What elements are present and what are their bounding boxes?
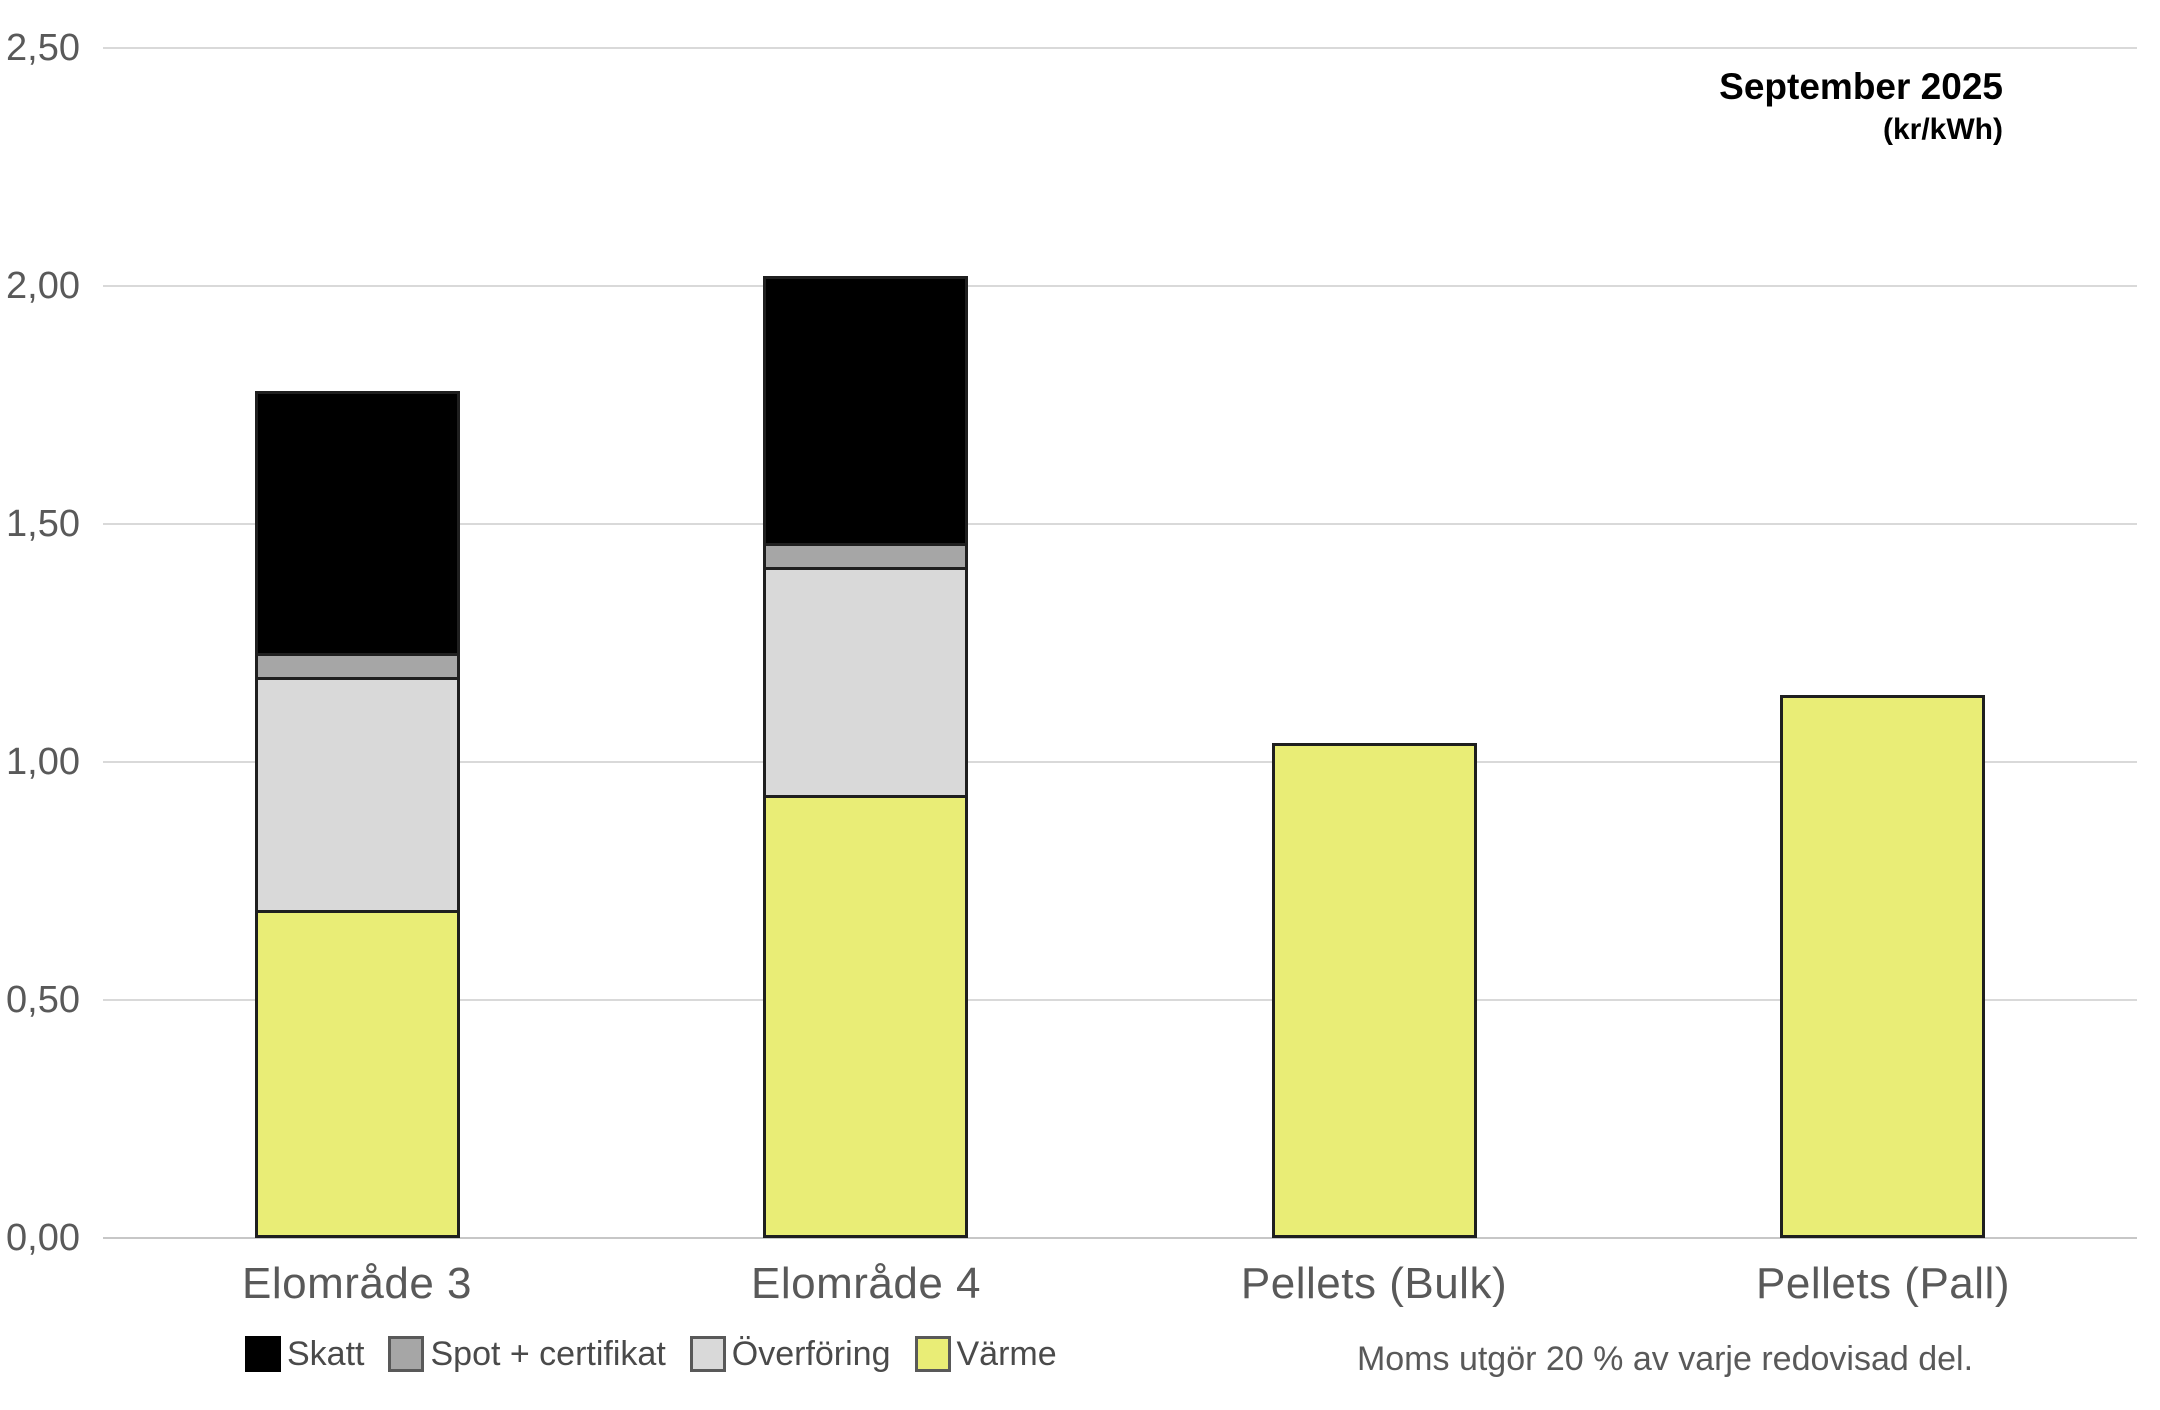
- category-label: Elområde 4: [750, 1259, 981, 1308]
- category-label: Elområde 3: [241, 1259, 472, 1308]
- y-tick-label: 2,50: [6, 27, 80, 69]
- legend-item-v-rme: Värme: [914, 1334, 1057, 1374]
- legend: Skatt Spot + certifikat Överföring Värme: [245, 1333, 1057, 1375]
- gridline: [103, 523, 2137, 525]
- gridline: [103, 47, 2137, 49]
- legend-item-spot-certifikat: Spot + certifikat: [388, 1334, 666, 1374]
- legend-swatch: [245, 1336, 281, 1372]
- y-tick-label: 2,00: [6, 265, 80, 307]
- legend-swatch: [914, 1336, 951, 1372]
- gridline: [103, 761, 2137, 763]
- segment-v-rme: [763, 795, 968, 1238]
- bar-elomr-de-3: [255, 391, 460, 1238]
- legend-label: Spot + certifikat: [430, 1334, 666, 1373]
- segment--verf-ring: [255, 677, 460, 913]
- segment-skatt: [255, 391, 460, 656]
- y-tick-label: 0,50: [6, 979, 80, 1021]
- vat-footnote: Moms utgör 20 % av varje redovisad del.: [1356, 1340, 1974, 1378]
- y-tick-label: 1,50: [6, 503, 80, 545]
- segment-skatt: [763, 276, 968, 546]
- x-axis-baseline: [103, 1237, 2137, 1239]
- legend-label: Överföring: [731, 1334, 891, 1373]
- category-label: Pellets (Bulk): [1240, 1259, 1508, 1308]
- segment-v-rme: [1272, 743, 1477, 1238]
- legend-item-skatt: Skatt: [245, 1335, 364, 1374]
- legend-item--verf-ring: Överföring: [689, 1334, 891, 1374]
- bar-elomr-de-4: [763, 276, 968, 1238]
- gridline: [103, 285, 2137, 287]
- segment--verf-ring: [763, 567, 968, 798]
- bar-pellets-pall-: [1780, 695, 1985, 1238]
- bar-pellets-bulk-: [1272, 743, 1477, 1238]
- segment-spot-certifikat: [255, 653, 460, 680]
- legend-swatch: [388, 1336, 425, 1372]
- legend-label: Skatt: [287, 1334, 365, 1373]
- chart-title: September 2025: [1719, 66, 2003, 107]
- segment-spot-certifikat: [763, 543, 968, 570]
- y-tick-label: 0,00: [6, 1217, 80, 1259]
- legend-swatch: [689, 1336, 726, 1372]
- y-tick-label: 1,00: [6, 741, 80, 783]
- segment-v-rme: [1780, 695, 1985, 1238]
- segment-v-rme: [255, 910, 460, 1238]
- legend-label: Värme: [956, 1334, 1057, 1373]
- gridline: [103, 999, 2137, 1001]
- chart-title-block: September 2025 (kr/kWh): [1719, 64, 2003, 150]
- chart-unit-subtitle: (kr/kWh): [1883, 113, 2003, 146]
- category-label: Pellets (Pall): [1756, 1259, 2010, 1308]
